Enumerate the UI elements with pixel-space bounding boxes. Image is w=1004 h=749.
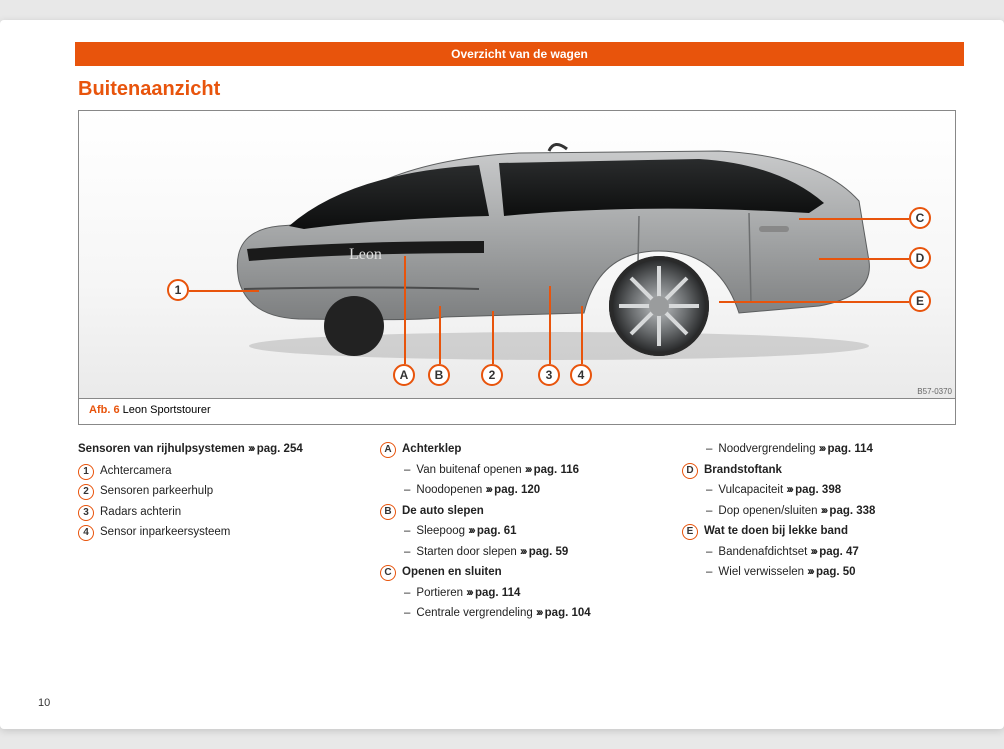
sub-text: Starten door slepen ››› pag. 59 [416,543,568,563]
callout-line [492,311,494,364]
callout-line [439,306,441,364]
lettered-item: A Achterklep [380,440,654,460]
callout-1: 1 [167,279,189,301]
letter-badge: E [682,524,698,540]
callout-b: B [428,364,450,386]
sub-text: Vulcapaciteit ››› pag. 398 [718,481,841,501]
figure-number: Afb. 6 [89,404,120,416]
callout-c: C [909,207,931,229]
callout-line [549,286,551,364]
sub-item: –Portieren ››› pag. 114 [380,584,654,604]
sub-item: –Van buitenaf openen ››› pag. 116 [380,461,654,481]
sub-item: –Starten door slepen ››› pag. 59 [380,543,654,563]
sub-item: –Vulcapaciteit ››› pag. 398 [682,481,956,501]
callout-d: D [909,247,931,269]
svg-text:Leon: Leon [349,246,382,263]
numbered-item: 2 Sensoren parkeerhulp [78,482,352,502]
letter-badge: B [380,504,396,520]
number-badge: 3 [78,505,94,521]
item-text: Achtercamera [100,462,172,482]
figure-image: Leon 1 A B 2 3 4 C D E B57-0370 [79,111,955,399]
callout-line [799,218,909,220]
column-1: Sensoren van rijhulpsystemen ››› pag. 25… [78,440,352,709]
item-text: Sensor inparkeersysteem [100,523,230,543]
numbered-item: 1 Achtercamera [78,462,352,482]
lettered-item: D Brandstoftank [682,461,956,481]
sub-text: Noodvergrendeling ››› pag. 114 [718,440,872,460]
lettered-item: C Openen en sluiten [380,563,654,583]
column-2: A Achterklep–Van buitenaf openen ››› pag.… [380,440,654,709]
sub-item: –Dop openen/sluiten ››› pag. 338 [682,502,956,522]
item-label: Achterklep [402,440,461,460]
sub-item: –Wiel verwisselen ››› pag. 50 [682,563,956,583]
sub-text: Noodopenen ››› pag. 120 [416,481,540,501]
lettered-item: B De auto slepen [380,502,654,522]
column-3: –Noodvergrendeling ››› pag. 114 D Brandsto… [682,440,956,709]
page: Overzicht van de wagen Buitenaanzicht [0,20,1004,729]
callout-a: A [393,364,415,386]
numbered-item: 4 Sensor inparkeersysteem [78,523,352,543]
section-header: Overzicht van de wagen [75,42,964,66]
figure-caption-text: Leon Sportstourer [123,404,211,416]
callout-line [819,258,909,260]
number-badge: 4 [78,525,94,541]
number-badge: 2 [78,484,94,500]
callout-2: 2 [481,364,503,386]
sub-text: Portieren ››› pag. 114 [416,584,520,604]
sub-text: Van buitenaf openen ››› pag. 116 [416,461,579,481]
item-label: De auto slepen [402,502,484,522]
image-code: B57-0370 [917,387,952,396]
letter-badge: A [380,442,396,458]
callout-line [189,290,259,292]
sub-item: –Centrale vergrendeling ››› pag. 104 [380,604,654,624]
callout-line [404,256,406,364]
callout-line [719,301,909,303]
page-number: 10 [38,697,50,709]
col1-heading: Sensoren van rijhulpsystemen ››› pag. 25… [78,440,352,460]
callout-4: 4 [570,364,592,386]
item-label: Wat te doen bij lekke band [704,522,848,542]
sub-item: –Noodvergrendeling ››› pag. 114 [682,440,956,460]
item-text: Sensoren parkeerhulp [100,482,213,502]
callout-3: 3 [538,364,560,386]
callout-e: E [909,290,931,312]
content-columns: Sensoren van rijhulpsystemen ››› pag. 25… [78,440,956,709]
item-label: Openen en sluiten [402,563,502,583]
sub-text: Dop openen/sluiten ››› pag. 338 [718,502,875,522]
callout-line [581,306,583,364]
letter-badge: D [682,463,698,479]
lettered-item: E Wat te doen bij lekke band [682,522,956,542]
sub-item: –Bandenafdichtset ››› pag. 47 [682,543,956,563]
sub-text: Wiel verwisselen ››› pag. 50 [718,563,855,583]
numbered-item: 3 Radars achterin [78,503,352,523]
item-label: Brandstoftank [704,461,782,481]
sub-text: Bandenafdichtset ››› pag. 47 [718,543,858,563]
figure-container: Leon 1 A B 2 3 4 C D E B57-0370 [78,110,956,425]
sub-text: Sleepoog ››› pag. 61 [416,522,516,542]
figure-caption: Afb. 6 Leon Sportstourer [79,399,955,421]
item-text: Radars achterin [100,503,181,523]
letter-badge: C [380,565,396,581]
sub-text: Centrale vergrendeling ››› pag. 104 [416,604,590,624]
sub-item: –Sleepoog ››› pag. 61 [380,522,654,542]
number-badge: 1 [78,464,94,480]
page-title: Buitenaanzicht [78,78,220,101]
sub-item: –Noodopenen ››› pag. 120 [380,481,654,501]
